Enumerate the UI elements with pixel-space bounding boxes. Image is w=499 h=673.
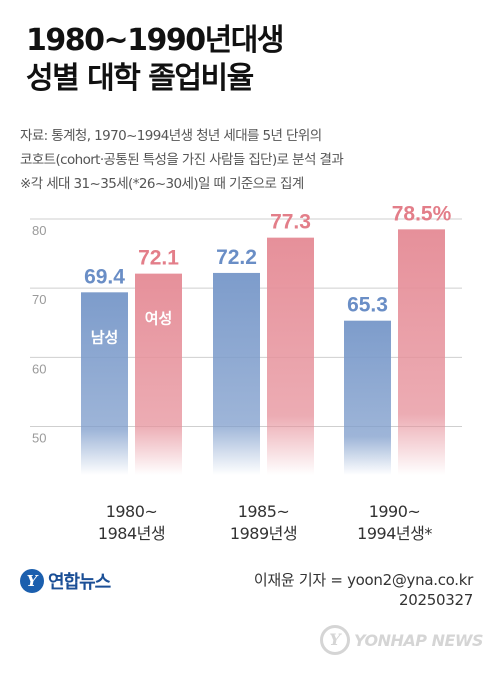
source-line-2: 코호트(cohort·공통된 특성을 가진 사람들 집단)로 분석 결과 — [20, 152, 344, 168]
data-label: 69.4 — [84, 265, 125, 288]
title-line-2: 성별 대학 졸업비율 — [26, 61, 254, 96]
series-legend-label: 남성 — [91, 328, 119, 346]
y-tick-label: 80 — [32, 223, 46, 238]
credit: 이재윤 기자 = yoon2@yna.co.kr 20250327 — [254, 570, 473, 610]
yonhap-logo-icon: Y — [20, 569, 44, 593]
y-tick-label: 50 — [32, 431, 46, 446]
credit-date: 20250327 — [399, 591, 473, 609]
yonhap-logo-text: 연합뉴스 — [48, 572, 111, 593]
yonhap-watermark: Y YONHAP NEWS — [320, 625, 484, 655]
title-line-1: 1980~1990년대생 — [26, 23, 284, 58]
source-note: 자료: 통계청, 1970~1994년생 청년 세대를 5년 단위의 코호트(c… — [20, 124, 344, 196]
chart-title: 1980~1990년대생 성별 대학 졸업비율 — [26, 22, 284, 98]
x-category-label: 1990~ — [369, 502, 421, 521]
bar — [81, 292, 128, 475]
yonhap-logo: Y 연합뉴스 — [20, 568, 111, 594]
data-label: 78.5% — [392, 205, 452, 225]
y-tick-label: 60 — [32, 361, 46, 376]
bar — [267, 237, 314, 475]
bar — [135, 273, 182, 475]
data-label: 72.2 — [216, 246, 257, 269]
x-category-label: 1984년생 — [98, 524, 165, 543]
x-category-label: 1994년생* — [357, 524, 432, 543]
source-line-3: ※각 세대 31~35세(*26~30세)일 때 기준으로 집계 — [20, 176, 304, 192]
bar-chart: 80 70 60 50 69.4 남성 72.1 여성 1980~ 1984년생 72.2 77.3 1… — [30, 205, 462, 543]
credit-reporter: 이재윤 기자 = yoon2@yna.co.kr — [253, 571, 473, 589]
bar — [213, 272, 260, 475]
x-category-label: 1980~ — [106, 502, 158, 521]
source-line-1: 자료: 통계청, 1970~1994년생 청년 세대를 5년 단위의 — [20, 128, 322, 144]
series-legend-label: 여성 — [145, 310, 173, 328]
data-label: 72.1 — [138, 247, 179, 270]
data-label: 77.3 — [270, 211, 311, 234]
watermark-icon: Y — [320, 625, 350, 655]
x-category-label: 1985~ — [238, 502, 290, 521]
bar — [344, 320, 391, 475]
data-label: 65.3 — [347, 294, 388, 317]
watermark-text: YONHAP NEWS — [354, 630, 484, 650]
bar — [398, 229, 445, 475]
y-tick-label: 70 — [32, 292, 46, 307]
x-category-label: 1989년생 — [230, 524, 297, 543]
